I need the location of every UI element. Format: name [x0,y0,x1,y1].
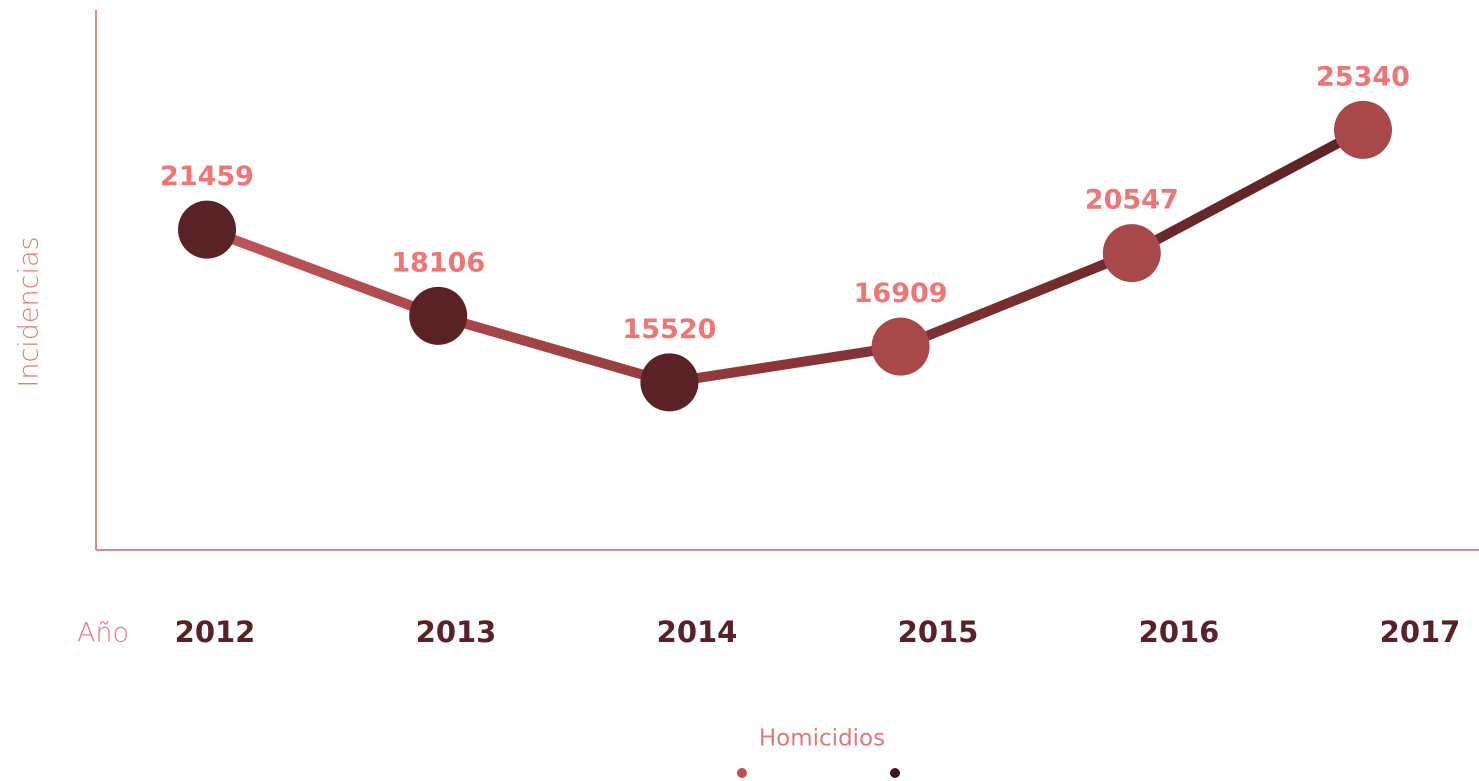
marker [1334,100,1392,159]
legend-label: Homicidios [759,726,885,752]
marker [871,317,930,376]
data-label: 15520 [622,314,716,345]
marker [409,286,468,345]
x-tick-label: 2017 [1380,615,1461,649]
marker [1102,224,1161,283]
data-label: 16909 [854,278,948,309]
x-tick-label: 2012 [175,615,256,649]
data-label: 25340 [1316,61,1410,92]
x-axis-title: Año [77,618,129,649]
legend-dot [890,768,900,778]
y-axis-title: Incidencias [14,236,45,387]
data-label: 18106 [391,247,485,278]
legend-dot [737,768,747,778]
marker [178,200,236,259]
x-tick-label: 2013 [416,615,497,649]
x-tick-label: 2014 [657,615,738,649]
line [205,125,1366,388]
x-tick-label: 2016 [1139,615,1220,649]
data-label: 21459 [160,161,254,192]
marker [640,353,699,412]
x-tick-label: 2015 [898,615,979,649]
data-label: 20547 [1085,185,1179,216]
